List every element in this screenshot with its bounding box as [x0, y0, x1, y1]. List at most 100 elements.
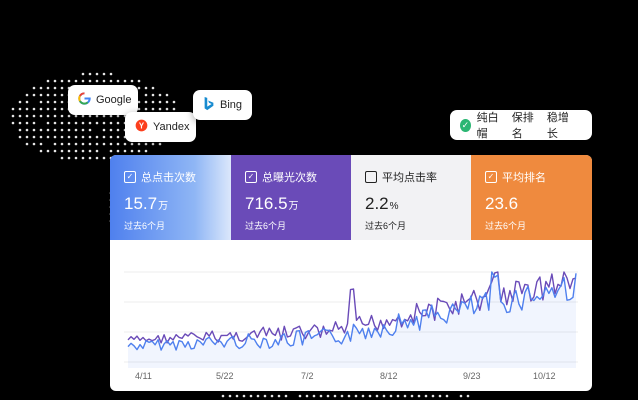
- map-dot: [109, 72, 113, 76]
- map-dot: [39, 100, 43, 104]
- map-dot: [60, 86, 64, 90]
- map-dot: [319, 394, 323, 398]
- kpi-label: 平均排名: [502, 172, 546, 184]
- map-dot: [46, 93, 50, 97]
- map-dot: [25, 121, 29, 125]
- map-dot: [60, 142, 64, 146]
- map-dot: [109, 121, 113, 125]
- map-dot: [466, 394, 470, 398]
- map-dot: [116, 142, 120, 146]
- map-dot: [25, 107, 29, 111]
- map-dot: [81, 114, 85, 118]
- map-dot: [32, 142, 36, 146]
- map-dot: [81, 156, 85, 160]
- map-dot: [326, 394, 330, 398]
- map-dot: [11, 107, 15, 111]
- kpi-average-position[interactable]: ✓ 平均排名 23.6 过去6个月: [471, 155, 592, 240]
- map-dot: [53, 107, 57, 111]
- map-dot: [39, 107, 43, 111]
- map-dot: [459, 394, 463, 398]
- map-dot: [25, 93, 29, 97]
- x-tick-label: 5/22: [216, 371, 234, 381]
- map-dot: [39, 142, 43, 146]
- map-dot: [298, 394, 302, 398]
- map-dot: [60, 121, 64, 125]
- map-dot: [81, 72, 85, 76]
- map-dot: [130, 142, 134, 146]
- map-dot: [81, 149, 85, 153]
- map-dot: [88, 114, 92, 118]
- map-dot: [53, 142, 57, 146]
- map-dot: [102, 156, 106, 160]
- map-dot: [277, 394, 281, 398]
- map-dot: [25, 128, 29, 132]
- map-dot: [53, 93, 57, 97]
- checkbox-icon[interactable]: ✓: [485, 171, 497, 183]
- map-dot: [74, 121, 78, 125]
- map-dot: [88, 72, 92, 76]
- map-dot: [74, 128, 78, 132]
- kpi-total-clicks[interactable]: ✓ 总点击次数 15.7万 过去6个月: [110, 155, 231, 240]
- map-dot: [158, 93, 162, 97]
- map-dot: [403, 394, 407, 398]
- map-dot: [95, 142, 99, 146]
- map-dot: [53, 135, 57, 139]
- promise-badge: ✓ 纯白帽 保排名 稳增长: [450, 110, 592, 140]
- map-dot: [172, 100, 176, 104]
- map-dot: [137, 79, 141, 83]
- map-dot: [333, 394, 337, 398]
- map-dot: [137, 100, 141, 104]
- map-dot: [263, 394, 267, 398]
- map-dot: [46, 107, 50, 111]
- map-dot: [60, 149, 64, 153]
- kpi-average-ctr[interactable]: 平均点击率 2.2% 过去6个月: [351, 155, 471, 240]
- map-dot: [151, 100, 155, 104]
- yandex-label: Yandex: [153, 121, 190, 133]
- map-dot: [53, 79, 57, 83]
- map-dot: [102, 128, 106, 132]
- map-dot: [137, 107, 141, 111]
- map-dot: [249, 394, 253, 398]
- map-dot: [123, 79, 127, 83]
- map-dot: [109, 142, 113, 146]
- map-dot: [11, 114, 15, 118]
- map-dot: [88, 156, 92, 160]
- map-dot: [18, 114, 22, 118]
- kpi-period: 过去6个月: [245, 221, 287, 231]
- promise-item: 保排名: [511, 112, 534, 140]
- map-dot: [46, 135, 50, 139]
- map-dot: [410, 394, 414, 398]
- map-dot: [102, 72, 106, 76]
- map-dot: [102, 79, 106, 83]
- kpi-unit: 万: [288, 201, 299, 212]
- map-dot: [60, 107, 64, 111]
- map-dot: [95, 79, 99, 83]
- map-dot: [144, 149, 148, 153]
- kpi-value: 716.5: [245, 194, 288, 213]
- map-dot: [88, 135, 92, 139]
- checkbox-icon[interactable]: ✓: [124, 171, 136, 183]
- map-dot: [74, 156, 78, 160]
- kpi-total-impressions[interactable]: ✓ 总曝光次数 716.5万 过去6个月: [231, 155, 352, 240]
- map-dot: [116, 149, 120, 153]
- map-dot: [25, 100, 29, 104]
- map-dot: [95, 121, 99, 125]
- map-dot: [46, 114, 50, 118]
- checkbox-icon[interactable]: ✓: [245, 171, 257, 183]
- checkbox-icon[interactable]: [365, 171, 377, 183]
- map-dot: [88, 79, 92, 83]
- map-dot: [60, 156, 64, 160]
- map-dot: [67, 149, 71, 153]
- check-circle-icon: ✓: [460, 118, 471, 132]
- map-dot: [256, 394, 260, 398]
- map-dot: [88, 149, 92, 153]
- map-dot: [144, 142, 148, 146]
- google-badge: Google: [68, 85, 138, 115]
- map-dot: [172, 107, 176, 111]
- map-dot: [18, 107, 22, 111]
- map-dot: [144, 86, 148, 90]
- map-dot: [158, 100, 162, 104]
- map-dot: [25, 114, 29, 118]
- map-dot: [340, 394, 344, 398]
- map-dot: [11, 121, 15, 125]
